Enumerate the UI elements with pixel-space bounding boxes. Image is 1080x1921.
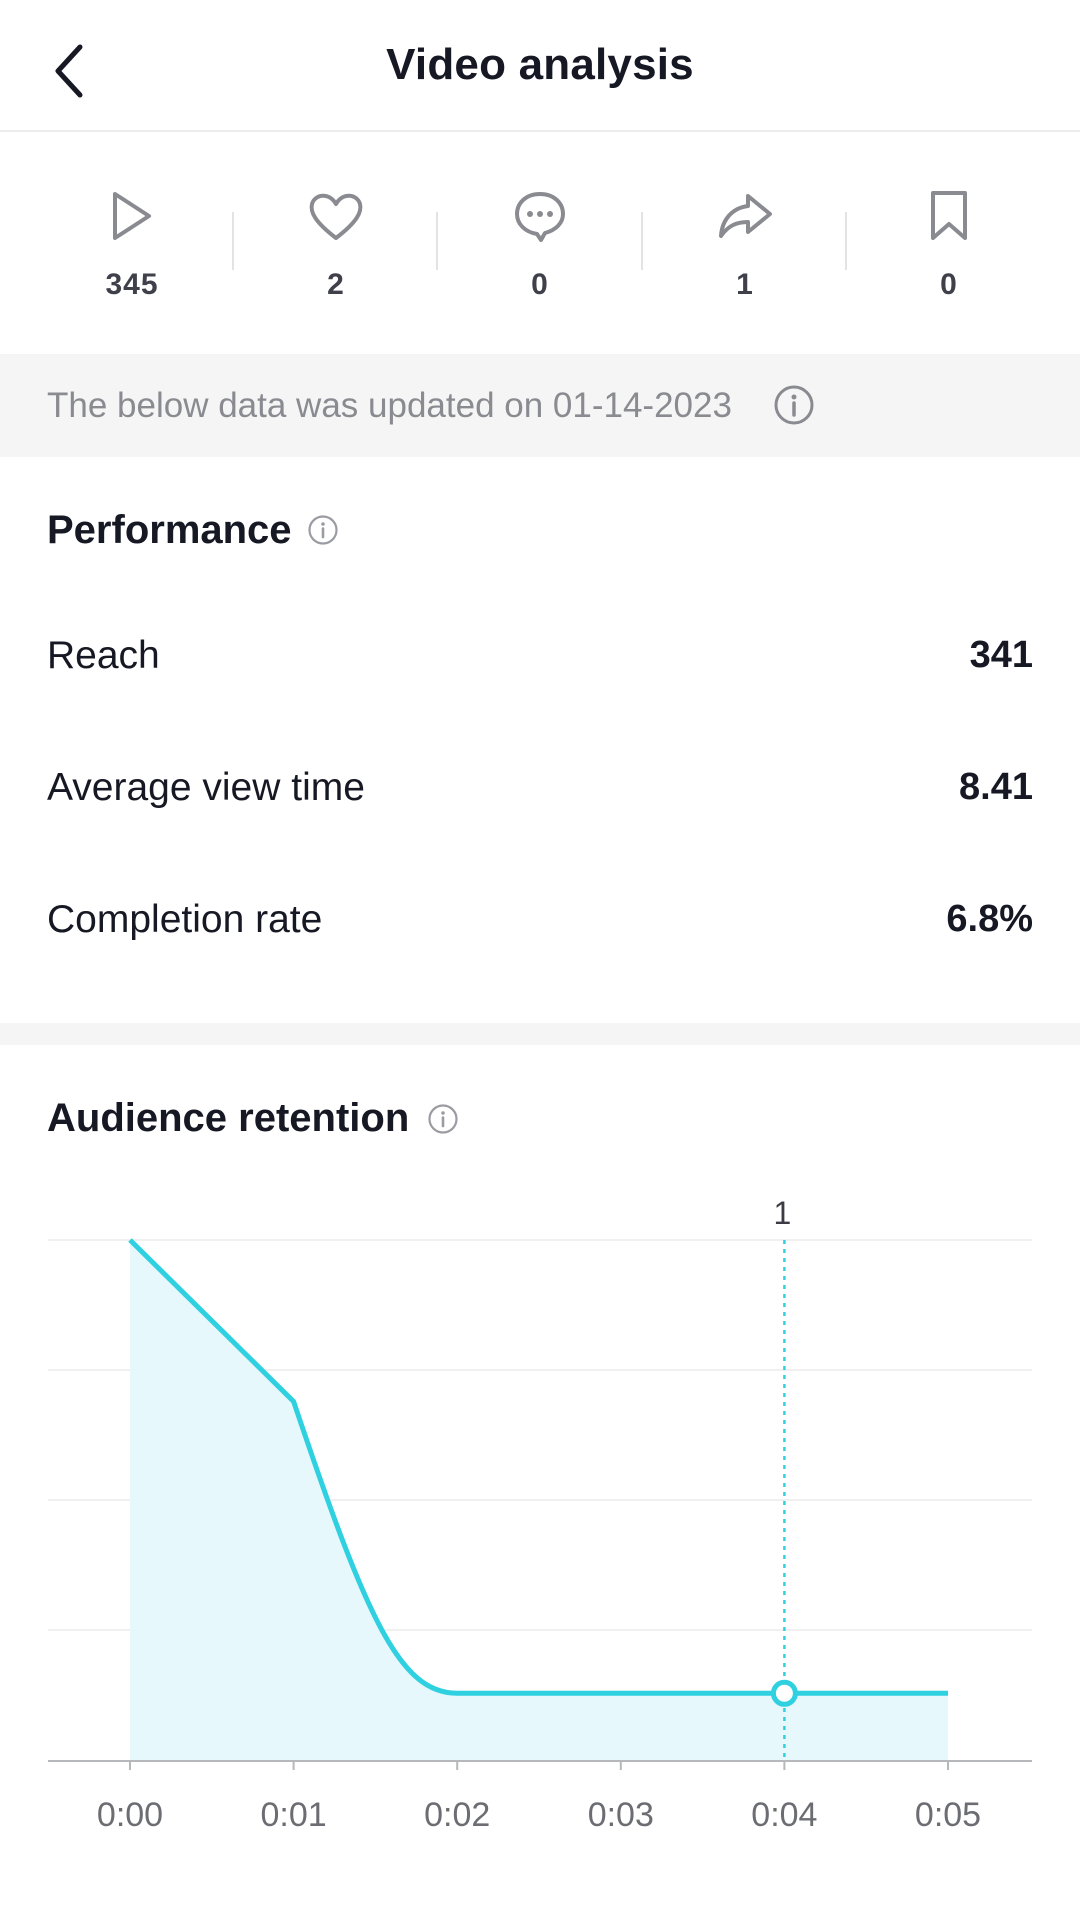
update-notice-bar: The below data was updated on 01-14-2023: [0, 354, 1080, 457]
retention-info-icon[interactable]: [427, 1103, 459, 1135]
comments-stat: 0: [438, 182, 642, 302]
marker-label: 1: [774, 1195, 792, 1231]
saves-stat: 0: [847, 182, 1051, 302]
comment-icon: [515, 192, 565, 242]
views-stat: 345: [30, 182, 234, 302]
heart-icon: [309, 193, 363, 240]
completion-rate-value: 6.8%: [946, 898, 1033, 940]
likes-count: 2: [327, 268, 345, 301]
stat-divider: [641, 212, 643, 270]
shares-count: 1: [736, 268, 754, 301]
play-icon: [113, 192, 151, 240]
back-button[interactable]: [40, 36, 100, 106]
reach-value: 341: [969, 634, 1033, 676]
x-tick-label: 0:05: [915, 1796, 981, 1834]
x-tick-label: 0:03: [588, 1796, 654, 1834]
chevron-left-icon: [55, 44, 83, 98]
x-tick-label: 0:00: [97, 1796, 163, 1834]
bookmark-icon: [931, 191, 967, 240]
x-tick-label: 0:01: [261, 1796, 327, 1834]
section-divider: [0, 1023, 1080, 1045]
x-tick-label: 0:04: [751, 1796, 817, 1834]
stat-divider: [232, 212, 234, 270]
performance-title: Performance: [47, 508, 292, 552]
views-count: 345: [105, 268, 159, 301]
marker-point: [770, 1679, 798, 1707]
share-icon: [719, 194, 772, 238]
update-notice-text: The below data was updated on 01-14-2023: [47, 386, 732, 425]
average-view-time-value: 8.41: [959, 766, 1033, 808]
reach-label: Reach: [47, 634, 160, 677]
performance-info-icon[interactable]: [307, 514, 339, 546]
saves-count: 0: [940, 268, 958, 301]
engagement-stats: 345 2 0 1: [0, 132, 1080, 354]
comments-count: 0: [531, 268, 549, 301]
x-tick-label: 0:02: [424, 1796, 490, 1834]
completion-rate-label: Completion rate: [47, 898, 323, 941]
audience-retention-title: Audience retention: [47, 1096, 410, 1140]
header-bar: Video analysis: [0, 0, 1080, 132]
retention-line: [128, 1238, 948, 1696]
retention-area-fill: [130, 1240, 948, 1761]
stat-divider: [436, 212, 438, 270]
likes-stat: 2: [234, 182, 438, 302]
stat-divider: [845, 212, 847, 270]
page-title: Video analysis: [386, 40, 694, 89]
average-view-time-label: Average view time: [47, 766, 365, 809]
info-icon[interactable]: [773, 384, 815, 426]
audience-retention-chart[interactable]: 0:00 0:01 0:02 0:03 0:04 0:05 1: [0, 1160, 1080, 1860]
shares-stat: 1: [643, 182, 847, 302]
